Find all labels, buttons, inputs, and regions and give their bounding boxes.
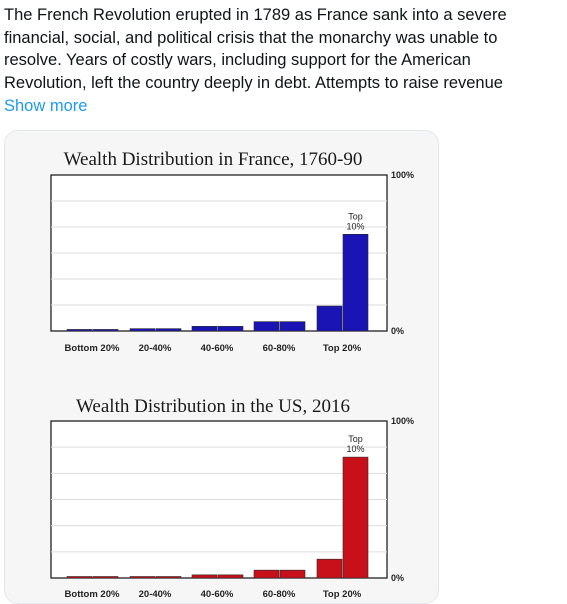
bar [66, 576, 93, 579]
bar [191, 326, 218, 332]
bar [191, 574, 218, 579]
bar-annotation: 10% [346, 444, 364, 454]
post-text-line: financial, social, and political crisis … [4, 28, 498, 47]
bar-annotation: Top [348, 211, 363, 221]
charts-svg: Wealth Distribution in France, 1760-90 10… [50, 149, 414, 600]
bar [217, 326, 244, 332]
x-tick-label: 40-60% [201, 343, 234, 354]
bar [217, 574, 244, 579]
y-tick-label: 100% [391, 416, 414, 426]
post-text-line: The French Revolution erupted in 1789 as… [4, 6, 507, 24]
bar-annotation: 10% [346, 221, 364, 231]
bar [155, 576, 182, 579]
bar [279, 569, 306, 579]
x-tick-label: 40-60% [201, 589, 234, 600]
x-tick-label: Bottom 20% [65, 343, 120, 354]
bar [342, 456, 369, 579]
bar [253, 321, 280, 332]
bar [66, 329, 93, 332]
x-tick-label: 60-80% [263, 589, 296, 600]
bar [92, 329, 119, 332]
post-text-line: Revolution, left the country deeply in d… [4, 73, 503, 92]
post-media-image[interactable]: Wealth Distribution in France, 1760-90 10… [4, 130, 439, 604]
x-tick-label: Bottom 20% [65, 589, 120, 600]
show-more-link[interactable]: Show more [4, 97, 88, 115]
post-text: The French Revolution erupted in 1789 as… [4, 4, 552, 94]
y-tick-label: 100% [391, 170, 414, 180]
bar [279, 321, 306, 332]
bar [129, 576, 156, 579]
charts-image: Wealth Distribution in France, 1760-90 10… [5, 131, 438, 603]
bar-annotation: Top [348, 434, 363, 444]
x-tick-label: 20-40% [139, 589, 172, 600]
y-tick-label: 0% [391, 326, 404, 336]
y-tick-label: 0% [391, 573, 404, 583]
chart-title: Wealth Distribution in France, 1760-90 [64, 149, 363, 170]
bar [342, 233, 369, 332]
x-tick-label: Top 20% [323, 589, 362, 600]
bar [316, 305, 343, 332]
bar [129, 328, 156, 332]
bar [92, 576, 119, 579]
bar [253, 569, 280, 579]
x-tick-label: 20-40% [139, 343, 172, 354]
x-tick-label: Top 20% [323, 343, 362, 354]
post-text-line: resolve. Years of costly wars, including… [4, 51, 471, 69]
bar [155, 328, 182, 332]
bar [316, 558, 343, 579]
chart-title: Wealth Distribution in the US, 2016 [76, 396, 350, 417]
x-tick-label: 60-80% [263, 343, 296, 354]
